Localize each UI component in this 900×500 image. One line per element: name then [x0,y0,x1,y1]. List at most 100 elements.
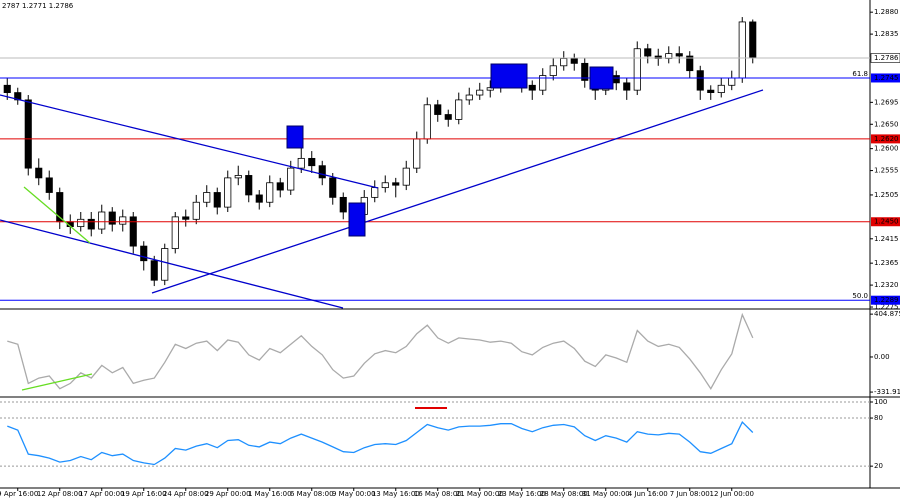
x-tick-label: 21 May 00:00 [456,490,504,498]
y-tick-label: 1.2415 [874,235,899,243]
candle-body [339,196,347,213]
x-tick-label: 24 Apr 08:00 [163,490,209,498]
level-box [871,73,900,83]
trend-line [0,219,344,309]
candle-body [171,216,179,249]
candle-body [402,167,410,186]
y-tick-label: 1.2505 [874,191,899,199]
level-label: 1.2289 [874,296,899,304]
candle-body [486,87,494,91]
indicator-line [7,312,754,390]
x-tick-label: 31 May 00:00 [582,490,630,498]
x-tick-label: 23 May 16:00 [498,490,546,498]
candle-body [528,84,536,91]
level-label: 1.2620 [874,135,899,143]
candle-body [434,104,442,115]
candle-body [329,177,337,198]
candle-body [623,82,631,91]
y-tick-label: 1.2275 [874,303,899,311]
y-tick-label: 1.2365 [874,259,899,267]
y-tick-label: -331.916 [874,388,900,396]
x-tick-label: 4 Jun 16:00 [628,490,668,498]
zone-box [589,66,614,90]
y-tick-label: 1.2880 [874,8,899,16]
level-label: 1.2745 [874,74,899,82]
candle-body [98,211,106,230]
candle-body [423,104,431,140]
candle-body [749,21,757,59]
last-price-box [870,53,900,63]
y-tick-label: 1.2650 [874,120,899,128]
candle-body [381,182,389,189]
y-tick-label: 100 [874,398,887,406]
candle-body [465,94,473,101]
x-tick-label: 9 Apr 16:00 [0,490,38,498]
panel-borders [0,0,900,489]
candle-body [318,165,326,179]
y-tick-label: 1.2320 [874,281,899,289]
y-tick-label: 1.2695 [874,98,899,106]
candle-body [612,75,620,84]
candle-body [675,53,683,57]
candle-body [150,260,158,281]
candle-body [570,58,578,64]
x-tick-label: 19 Apr 16:00 [121,490,167,498]
candle-body [77,218,85,228]
level-note: 50.0 [852,292,868,300]
candle-body [140,245,148,262]
x-tick-label: 28 May 08:00 [540,490,588,498]
candle-body [476,89,484,96]
level-note: 61.8 [852,70,868,78]
candle-body [213,192,221,208]
candle-body [560,58,568,67]
candle-body [728,77,736,86]
chart-title: 2787 1.2771 1.2786 [2,2,74,10]
y-tick-label: 404.8759 [874,310,900,318]
candle-body [581,62,589,81]
y-tick-label: 20 [874,462,883,470]
level-box [871,295,900,305]
last-price-label: 1.2786 [874,54,899,62]
candle-body [255,194,263,203]
candle-body [549,65,557,76]
candle-body [45,177,53,193]
zone-box [490,63,528,89]
candle-body [539,75,547,91]
candle-body [35,167,43,179]
candle-body [24,99,32,169]
candle-body [308,157,316,167]
candle-body [234,175,242,179]
trend-line [151,89,764,294]
candle-body [696,70,704,91]
candle-body [266,182,274,203]
trend-line [0,94,379,189]
candle-body [738,21,746,79]
x-tick-label: 9 May 00:00 [332,490,376,498]
candle-body [633,48,641,91]
drawings [0,89,764,409]
candle-body [717,84,725,93]
candle-body [287,167,295,191]
candle-body [87,218,95,230]
y-tick-label: 0.00 [874,353,890,361]
candle-body [129,216,137,247]
candle-body [224,177,232,208]
y-tick-label: 80 [874,414,883,422]
x-tick-label: 12 Jun 00:00 [710,490,754,498]
x-tick-label: 29 Apr 00:00 [205,490,251,498]
x-tick-label: 13 May 16:00 [372,490,420,498]
candle-body [297,157,305,169]
zone-box [286,125,304,149]
candle-body [686,55,694,72]
level-box [871,217,900,227]
candle-body [371,187,379,198]
candle-body [276,182,284,191]
x-tick-label: 7 Jun 08:00 [670,490,710,498]
divergence-line [23,186,91,244]
candle-body [392,182,400,186]
candle-body [119,216,127,225]
level-label: 1.2450 [874,218,899,226]
x-tick-label: 12 Apr 08:00 [37,490,83,498]
